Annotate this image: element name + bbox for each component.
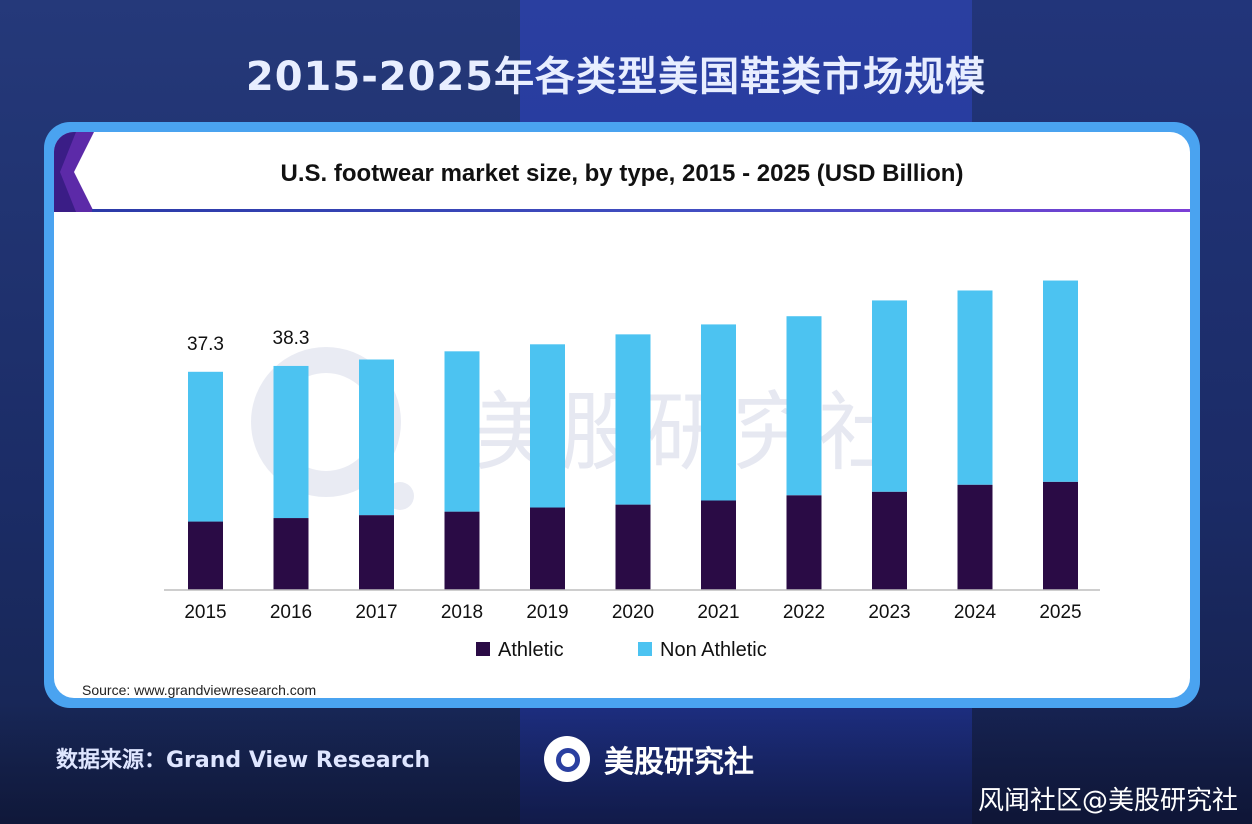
bar-athletic-2023 bbox=[872, 491, 907, 590]
stacked-bar-chart: 美股研究社 37.3 38.3 2015 2016 2017 2018 2019 2020 2… bbox=[164, 280, 1100, 661]
x-tick-label-2018: 2018 bbox=[441, 602, 483, 623]
footer-brand: 美股研究社 bbox=[544, 736, 754, 782]
x-tick-label-2021: 2021 bbox=[697, 602, 739, 623]
legend-swatch-athletic bbox=[476, 642, 490, 656]
x-tick-label-2020: 2020 bbox=[612, 602, 654, 623]
chart-card-inner: U.S. footwear market size, by type, 2015… bbox=[54, 132, 1190, 698]
bar-athletic-2016 bbox=[273, 518, 309, 590]
header-divider bbox=[92, 209, 1190, 212]
bar-non-athletic-2017 bbox=[359, 359, 394, 516]
data-label-2015: 37.3 bbox=[187, 334, 224, 355]
footer-brand-name: 美股研究社 bbox=[604, 745, 754, 780]
bar-athletic-2024 bbox=[957, 484, 993, 590]
legend-swatch-non-athletic bbox=[638, 642, 652, 656]
bar-athletic-2021 bbox=[701, 500, 736, 590]
bar-non-athletic-2016 bbox=[273, 365, 309, 519]
footer-source-text: 数据来源：Grand View Research bbox=[56, 748, 431, 773]
bar-non-athletic-2022 bbox=[786, 316, 822, 496]
corner-triangle-decoration bbox=[54, 132, 94, 212]
city-skyline-overlay bbox=[0, 704, 1252, 824]
legend-label-non-athletic: Non Athletic bbox=[660, 639, 767, 661]
bar-non-athletic-2024 bbox=[957, 290, 993, 485]
x-tick-label-2022: 2022 bbox=[783, 602, 825, 623]
corner-watermark: 风闻社区@美股研究社 bbox=[977, 786, 1238, 816]
x-tick-label-2016: 2016 bbox=[270, 602, 312, 623]
brand-logo-icon bbox=[544, 736, 590, 782]
bar-non-athletic-2015 bbox=[188, 371, 223, 522]
x-tick-label-2025: 2025 bbox=[1039, 602, 1081, 623]
bar-non-athletic-2021 bbox=[701, 324, 736, 501]
x-tick-label-2024: 2024 bbox=[954, 602, 997, 623]
x-tick-label-2017: 2017 bbox=[355, 602, 397, 623]
bar-non-athletic-2023 bbox=[872, 300, 907, 492]
bar-athletic-2019 bbox=[530, 507, 565, 590]
x-tick-label-2023: 2023 bbox=[868, 602, 910, 623]
page-title: 2015-2025年各类型美国鞋类市场规模 bbox=[245, 54, 987, 100]
bar-non-athletic-2020 bbox=[615, 334, 651, 505]
bar-athletic-2017 bbox=[359, 515, 394, 590]
chart-source: Source: www.grandviewresearch.com bbox=[82, 682, 317, 698]
chart-card: U.S. footwear market size, by type, 2015… bbox=[44, 122, 1200, 708]
bar-athletic-2015 bbox=[188, 521, 223, 590]
bar-non-athletic-2018 bbox=[444, 351, 480, 512]
bar-non-athletic-2019 bbox=[530, 344, 565, 508]
bar-athletic-2025 bbox=[1043, 481, 1078, 590]
data-label-2016: 38.3 bbox=[273, 328, 310, 349]
x-tick-label-2015: 2015 bbox=[184, 602, 226, 623]
chart-title: U.S. footwear market size, by type, 2015… bbox=[280, 160, 964, 187]
bar-athletic-2018 bbox=[444, 511, 480, 590]
bar-athletic-2020 bbox=[615, 504, 651, 590]
bar-non-athletic-2025 bbox=[1043, 280, 1078, 482]
x-tick-label-2019: 2019 bbox=[526, 602, 568, 623]
bar-athletic-2022 bbox=[786, 495, 822, 590]
legend-label-athletic: Athletic bbox=[498, 639, 564, 661]
